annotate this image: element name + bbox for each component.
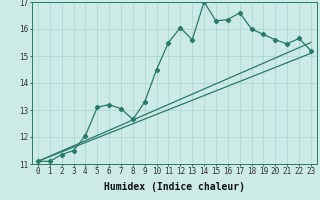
X-axis label: Humidex (Indice chaleur): Humidex (Indice chaleur) <box>104 182 245 192</box>
